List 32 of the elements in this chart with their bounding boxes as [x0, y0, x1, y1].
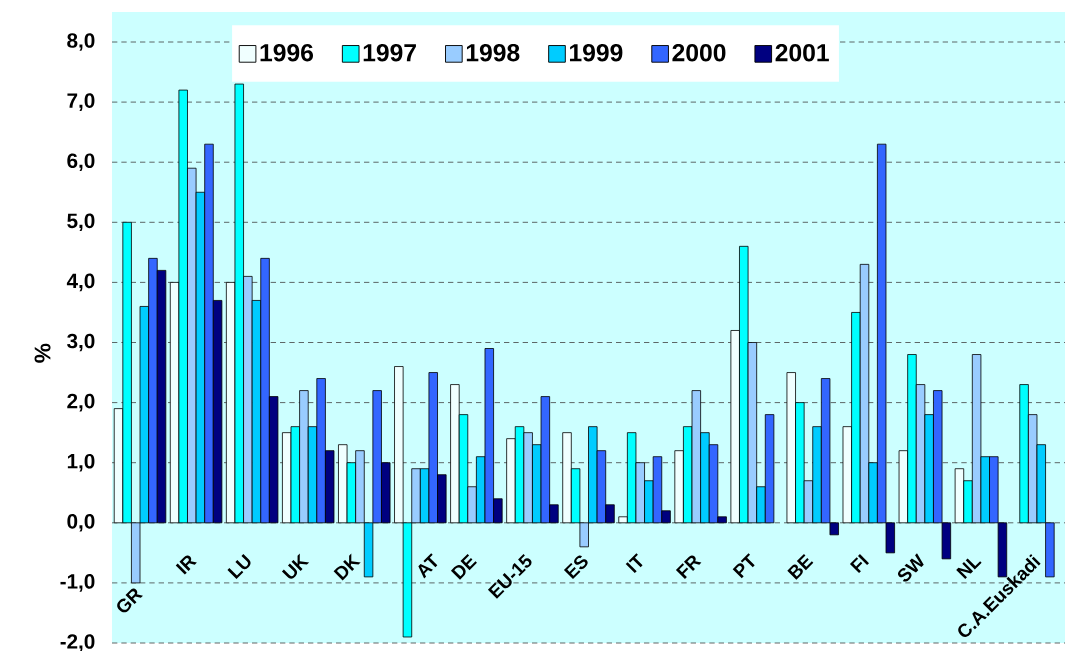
y-tick-label: 7,0: [67, 93, 95, 111]
x-tick-label: FR: [675, 555, 702, 579]
y-tick-label: 3,0: [67, 333, 95, 352]
y-axis-title: %: [34, 343, 51, 363]
y-tick-label: 5,0: [67, 213, 95, 232]
x-tick-label: AT: [418, 553, 438, 579]
x-tick-label: PT: [732, 553, 755, 579]
legend-label: 1999: [569, 43, 623, 62]
y-tick-label: 8,0: [67, 33, 95, 51]
legend-label: 1996: [260, 43, 314, 62]
y-tick-label: -1,0: [60, 574, 95, 592]
y-tick-label: -2,0: [60, 634, 95, 651]
x-tick-label: ES: [563, 555, 588, 580]
x-tick-label: GR: [117, 588, 143, 613]
x-tick-label: DK: [333, 553, 361, 581]
x-tick-label: BE: [787, 553, 814, 580]
x-tick-label: SW: [897, 553, 924, 582]
legend-label: 1998: [466, 43, 520, 62]
x-tick-label: IR: [175, 555, 197, 575]
legend-label: 2000: [672, 43, 726, 62]
legend-label: 2001: [775, 43, 829, 62]
y-tick-label: 4,0: [66, 273, 95, 292]
legend-label: 1997: [363, 43, 416, 62]
x-tick-label: DE: [450, 553, 477, 580]
y-tick-label: 6,0: [67, 153, 95, 172]
x-tick-label: IT: [625, 553, 643, 574]
x-tick-label: FI: [849, 554, 869, 574]
y-tick-label: 0,0: [67, 513, 95, 532]
x-tick-label: UK: [281, 553, 310, 579]
x-tick-label: LU: [227, 553, 251, 579]
y-tick-label: 2,0: [67, 393, 95, 412]
y-tick-label: 1,0: [67, 453, 95, 472]
